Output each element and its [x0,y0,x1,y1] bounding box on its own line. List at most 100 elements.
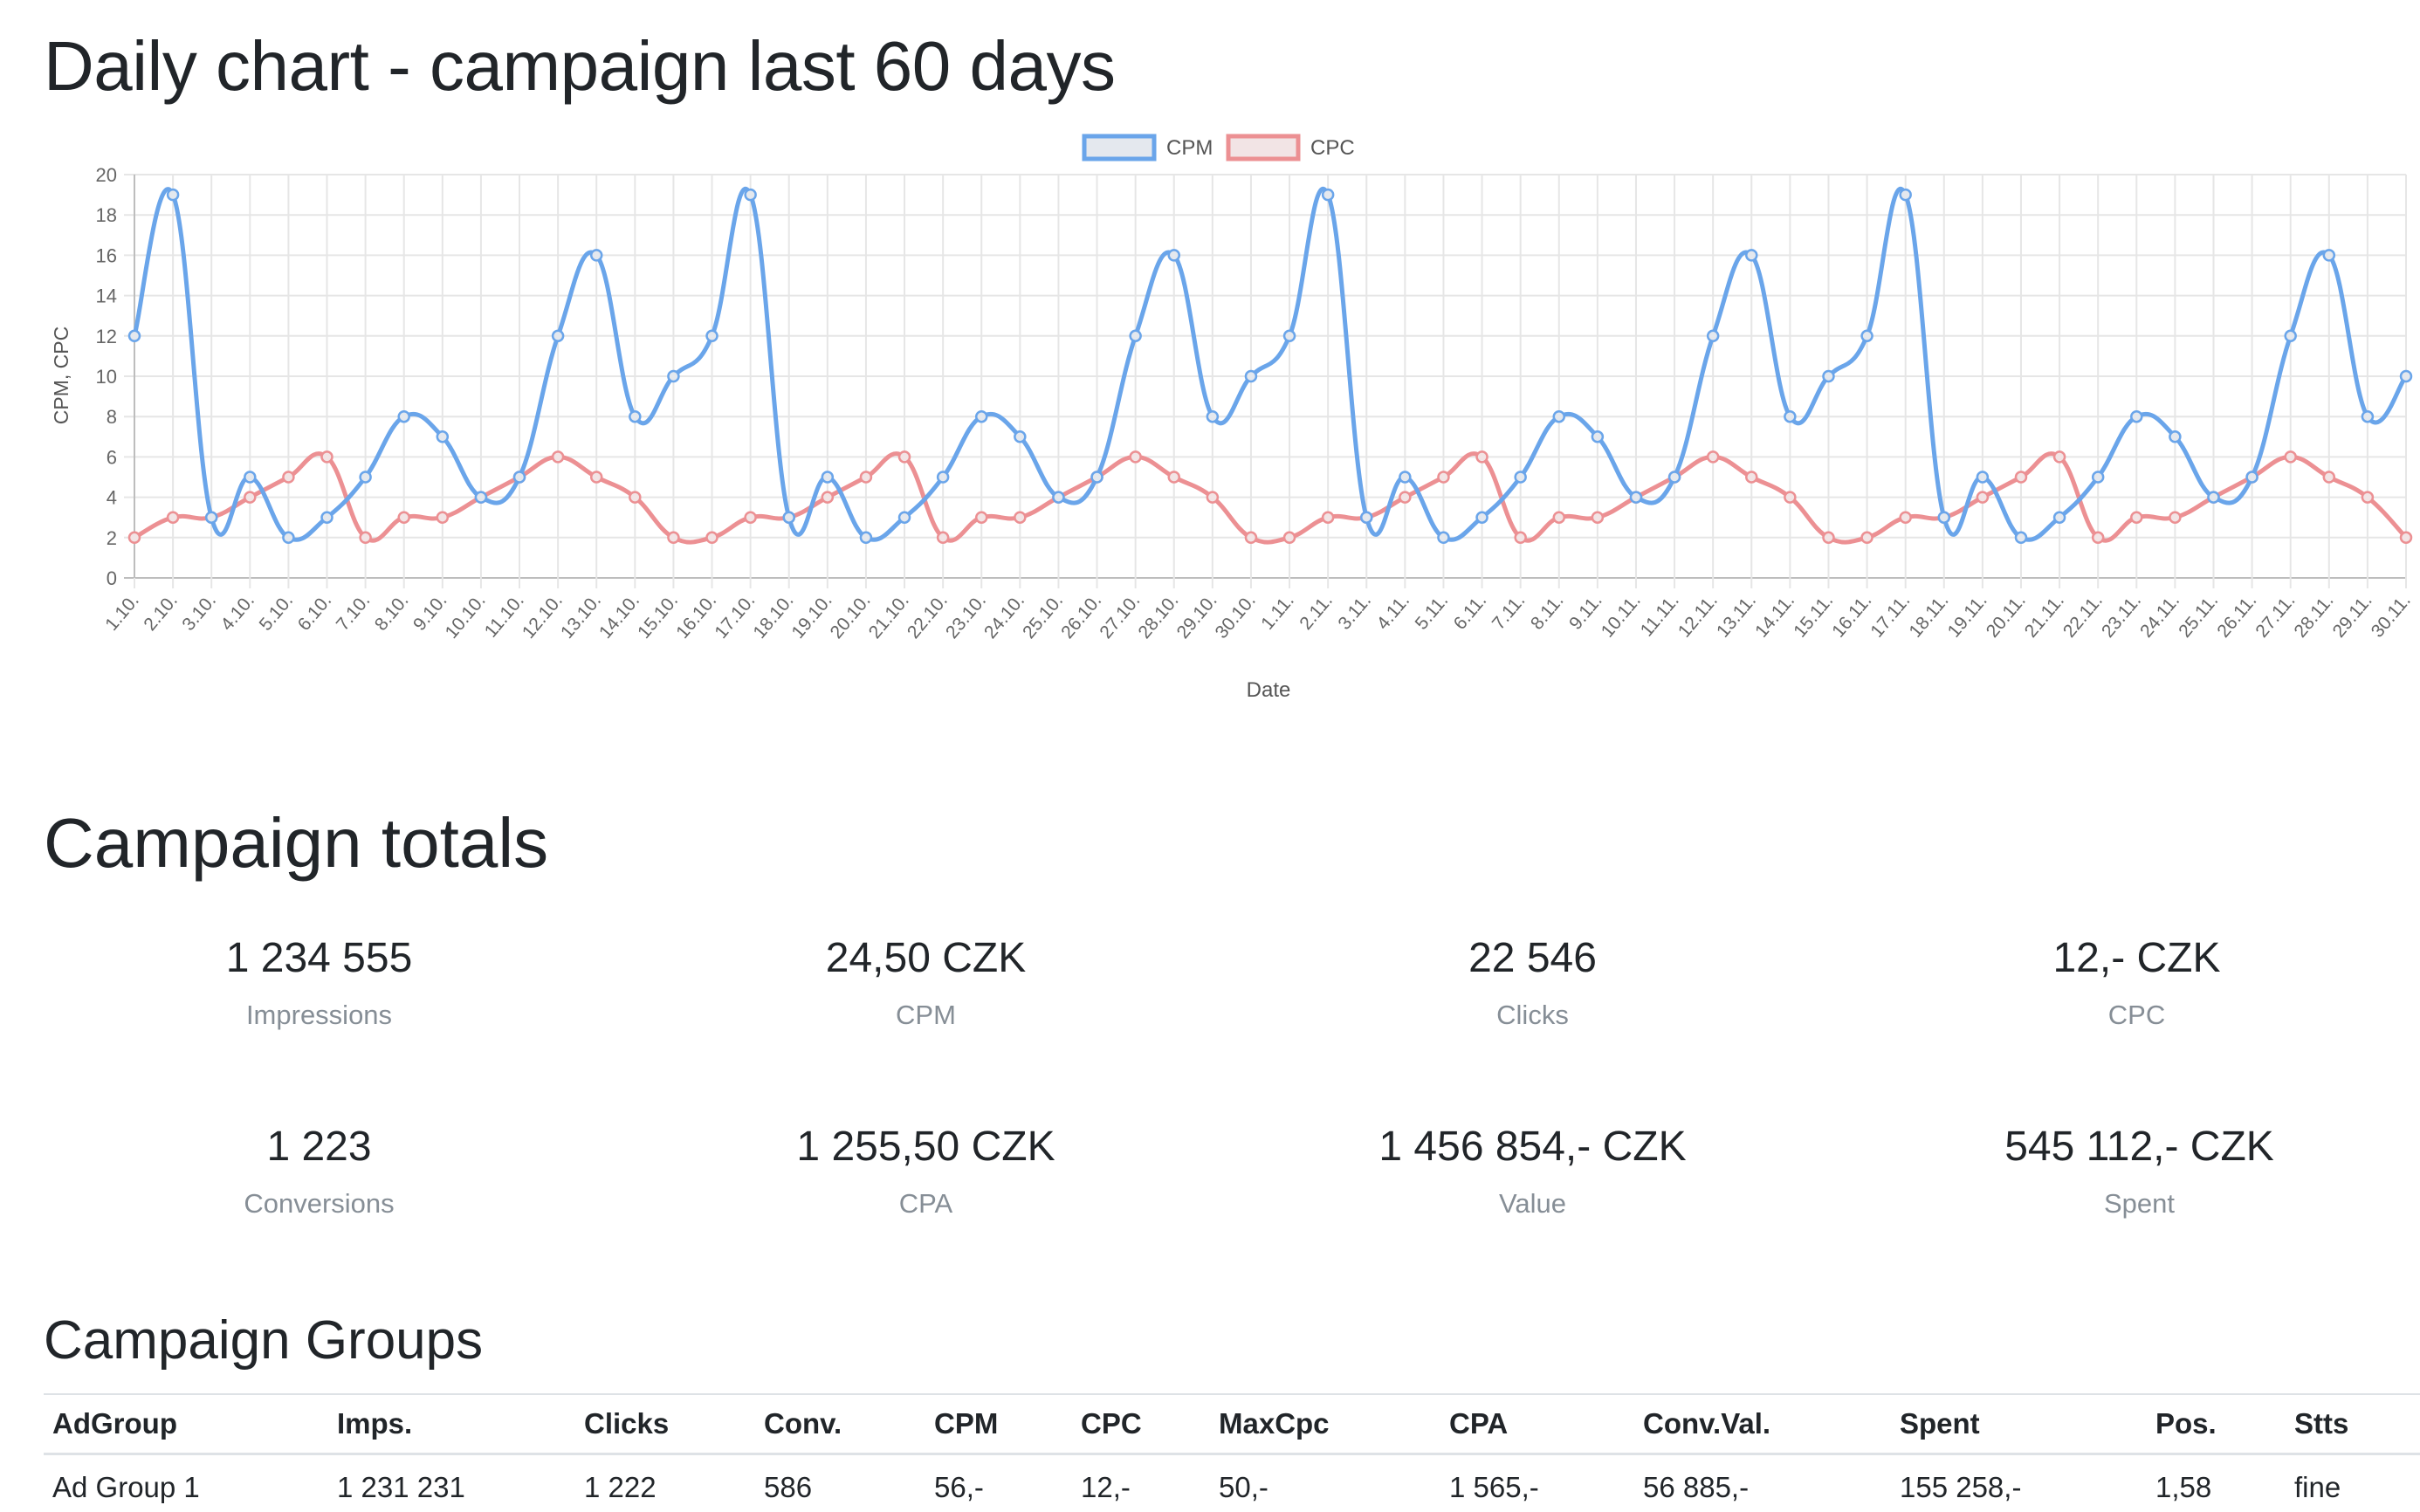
data-point-cpc [1475,450,1488,464]
x-tick-label: 10.11. [1598,590,1645,641]
column-header[interactable]: Conv.Val. [1634,1393,1891,1455]
x-tick-label: 19.11. [1944,590,1991,641]
stat-label: Conversions [244,1188,395,1219]
data-point-cpc [897,450,911,464]
column-header[interactable]: Clicks [575,1393,755,1455]
legend-swatch-cpm [1082,134,1157,162]
data-point-cpm [1937,511,1951,524]
stat-label: CPC [2107,1000,2166,1030]
groups-heading: Campaign Groups [44,1310,484,1371]
data-point-cpm [1244,369,1258,383]
x-tick-label: 17.11. [1867,590,1914,641]
data-point-cpm [1667,471,1681,484]
data-point-cpc [1784,491,1797,504]
x-tick-label: 16.10. [672,590,720,643]
data-point-cpm [1706,329,1720,343]
data-point-cpm [2322,249,2336,262]
data-point-cpc [1129,450,1142,464]
data-point-cpm [1014,430,1027,443]
column-header[interactable]: AdGroup [44,1393,328,1455]
y-tick-label: 16 [96,244,117,266]
column-header[interactable]: CPM [925,1393,1072,1455]
column-header[interactable]: Conv. [755,1393,925,1455]
x-tick-label: 27.11. [2252,590,2299,641]
data-point-cpc [1014,511,1027,524]
stat-value: 24,50 CZK [825,935,1027,981]
data-point-cpm [2014,531,2028,545]
column-header[interactable]: Pos. [2147,1393,2286,1455]
x-tick-label: 11.11. [1637,590,1683,640]
data-point-cpm [1282,329,1296,343]
data-point-cpm [782,511,795,524]
data-point-cpm [2169,430,2182,443]
data-point-cpc [629,491,642,504]
data-point-cpm [589,249,603,262]
y-tick-label: 2 [107,527,117,549]
data-point-cpm [667,369,680,383]
data-point-cpm [1552,409,1566,423]
x-tick-label: 8.11. [1527,590,1568,633]
x-tick-label: 14.10. [595,590,643,643]
table-cell: 1 222 [584,1471,657,1503]
data-point-cpc [589,471,603,484]
column-header[interactable]: Spent [1891,1393,2147,1455]
column-header[interactable]: CPC [1072,1393,1210,1455]
data-point-cpm [2207,491,2220,504]
data-point-cpm [397,409,410,423]
x-tick-label: 22.10. [904,590,952,643]
x-tick-label: 18.11. [1905,590,1952,641]
x-tick-label: 6.11. [1450,590,1491,633]
daily-chart: 024681012141618201.10.2.10.3.10.4.10.5.1… [50,134,2415,702]
data-point-cpm [974,409,988,423]
data-point-cpc [2284,450,2297,464]
x-tick-label: 19.10. [788,590,836,643]
column-header[interactable]: MaxCpc [1210,1393,1440,1455]
x-tick-label: 22.11. [2059,590,2107,641]
stat-clicks: 22 546 Clicks [1230,934,1835,1031]
x-tick-label: 4.10. [217,590,258,635]
data-point-cpm [282,531,295,545]
x-tick-label: 8.10. [371,590,413,635]
table-cell: Ad Group 1 [52,1471,200,1503]
data-point-cpm [1629,491,1643,504]
stat-impressions: 1 234 555 Impressions [17,934,622,1031]
data-point-cpm [1437,531,1450,545]
series-line-cpc [133,451,2408,545]
data-point-cpm [512,471,526,484]
chart-legend: CPM CPC [1082,134,1355,162]
x-tick-label: 23.11. [2098,590,2145,641]
stat-conversions: 1 223 Conversions [17,1123,622,1220]
stat-value: 12,- CZK [2052,935,2221,981]
x-tick-label: 30.11. [2368,590,2415,641]
data-point-cpm [1591,430,1605,443]
data-point-cpc [1282,531,1296,545]
data-point-cpc [821,491,835,504]
data-point-cpc [2399,531,2413,545]
table-row[interactable]: Ad Group 1 1 231 231 1 222 586 56,- 12,-… [44,1454,2420,1512]
data-point-cpm [629,409,642,423]
data-point-cpc [1899,511,1912,524]
data-point-cpm [2052,511,2066,524]
data-point-cpm [204,511,218,524]
x-tick-label: 20.10. [827,590,875,643]
x-tick-label: 25.10. [1019,590,1067,643]
data-point-cpc [1244,531,1258,545]
data-point-cpc [1591,511,1605,524]
column-header[interactable]: Stts [2286,1393,2420,1455]
table-cell: fine [2294,1471,2341,1503]
data-point-cpm [1822,369,1835,383]
column-header[interactable]: Imps. [328,1393,575,1455]
data-point-cpc [2091,531,2105,545]
chart-series [127,186,2413,545]
stat-value: 1 234 555 [225,935,413,981]
data-point-cpc [436,511,450,524]
data-point-cpc [2322,471,2336,484]
x-tick-label: 6.10. [294,590,336,635]
data-point-cpm [1860,329,1873,343]
x-tick-label: 21.10. [865,590,913,643]
x-tick-label: 12.10. [519,590,567,643]
column-header[interactable]: CPA [1440,1393,1634,1455]
x-tick-label: 1.11. [1257,590,1298,633]
x-tick-label: 29.10. [1173,590,1221,643]
y-tick-label: 4 [107,487,117,509]
